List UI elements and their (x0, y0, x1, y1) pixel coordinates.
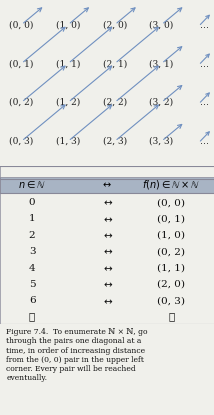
Text: (0, 0): (0, 0) (157, 198, 185, 207)
Text: (3, 0): (3, 0) (149, 20, 174, 29)
Text: (2, 1): (2, 1) (103, 59, 127, 68)
Text: ...: ... (200, 136, 209, 146)
Text: (2, 2): (2, 2) (103, 98, 127, 107)
Text: (0, 1): (0, 1) (157, 215, 185, 224)
FancyBboxPatch shape (0, 177, 214, 193)
Text: ...: ... (200, 59, 209, 68)
Text: (2, 0): (2, 0) (157, 280, 185, 289)
Text: (0, 2): (0, 2) (157, 247, 185, 256)
Text: (3, 1): (3, 1) (149, 59, 174, 68)
Text: (1, 2): (1, 2) (56, 98, 80, 107)
Text: 1: 1 (29, 215, 35, 224)
Text: ...: ... (200, 20, 209, 30)
Text: 5: 5 (29, 280, 35, 289)
Text: 6: 6 (29, 296, 35, 305)
Text: (0, 1): (0, 1) (9, 59, 34, 68)
Text: (1, 0): (1, 0) (56, 20, 80, 29)
Text: $\leftrightarrow$: $\leftrightarrow$ (101, 230, 113, 240)
Text: $n \in \mathbb{N}$: $n \in \mathbb{N}$ (18, 178, 46, 190)
Text: (3, 2): (3, 2) (149, 98, 174, 107)
Text: 3: 3 (29, 247, 35, 256)
Text: (1, 1): (1, 1) (56, 59, 80, 68)
Text: $\leftrightarrow$: $\leftrightarrow$ (101, 279, 113, 289)
Text: 0: 0 (29, 198, 35, 207)
Text: $\leftrightarrow$: $\leftrightarrow$ (101, 263, 113, 273)
Text: (2, 0): (2, 0) (103, 20, 127, 29)
Text: $\leftrightarrow$: $\leftrightarrow$ (101, 247, 113, 257)
Text: $f(n) \in \mathbb{N} \times \mathbb{N}$: $f(n) \in \mathbb{N} \times \mathbb{N}$ (142, 178, 200, 190)
Text: (1, 1): (1, 1) (157, 264, 185, 273)
Text: (2, 3): (2, 3) (103, 137, 127, 146)
Text: (0, 3): (0, 3) (157, 296, 185, 305)
Text: Figure 7.4.  To enumerate ℕ × ℕ, go
through the pairs one diagonal at a
time, in: Figure 7.4. To enumerate ℕ × ℕ, go throu… (6, 328, 148, 382)
Text: $\leftrightarrow$: $\leftrightarrow$ (101, 214, 113, 224)
Text: (0, 3): (0, 3) (9, 137, 34, 146)
Text: (0, 0): (0, 0) (9, 20, 34, 29)
Text: ...: ... (200, 98, 209, 107)
Text: ⋮: ⋮ (168, 312, 174, 322)
Text: (3, 3): (3, 3) (149, 137, 174, 146)
Text: ⋮: ⋮ (29, 312, 35, 322)
Text: (1, 0): (1, 0) (157, 231, 185, 240)
Text: $\leftrightarrow$: $\leftrightarrow$ (101, 296, 113, 306)
Text: $\leftrightarrow$: $\leftrightarrow$ (101, 179, 113, 189)
Text: (0, 2): (0, 2) (9, 98, 34, 107)
Text: 2: 2 (29, 231, 35, 240)
Text: 4: 4 (29, 264, 35, 273)
Text: (1, 3): (1, 3) (56, 137, 80, 146)
Text: $\leftrightarrow$: $\leftrightarrow$ (101, 198, 113, 208)
